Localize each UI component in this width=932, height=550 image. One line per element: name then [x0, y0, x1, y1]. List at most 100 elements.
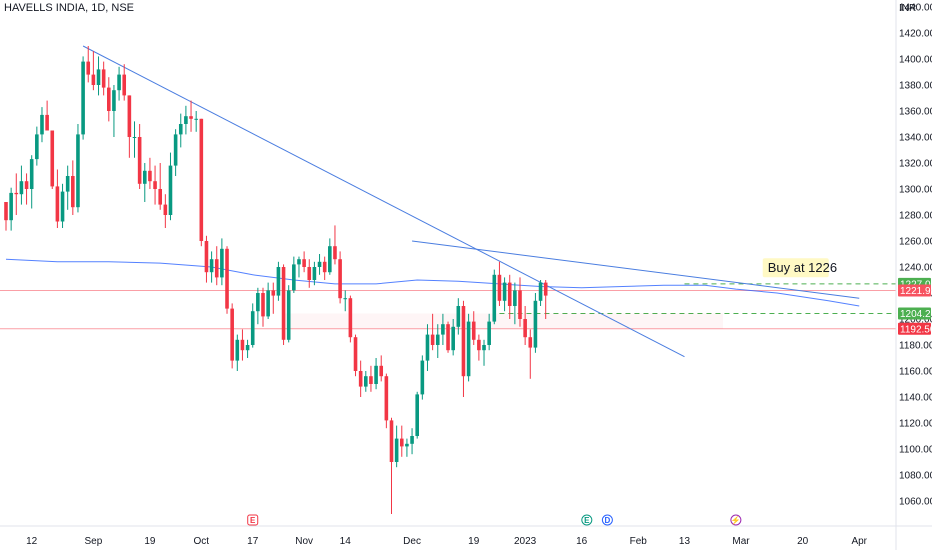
moving-average-line [5, 258, 860, 307]
y-tick-label: 1400.00 [899, 55, 932, 66]
candle-body [250, 311, 255, 345]
candle-body [29, 159, 34, 189]
candle-body [338, 259, 342, 299]
y-tick-label: 1420.00 [899, 29, 932, 40]
price-tag [898, 307, 931, 320]
candle-body [389, 420, 394, 462]
candle-body [446, 324, 450, 351]
candle-body [204, 241, 209, 273]
candle-body [173, 134, 178, 166]
candle-body [14, 192, 19, 195]
y-tick-label: 1180.00 [899, 341, 932, 352]
candle-body [153, 181, 157, 189]
price-tag [898, 284, 931, 297]
trendline [411, 240, 860, 299]
event-marker-label: E [584, 516, 590, 525]
candle-body [40, 114, 44, 135]
candle-body [122, 74, 127, 96]
x-tick-label: 14 [340, 536, 352, 547]
event-marker-label: D [604, 516, 610, 525]
candle-body [137, 137, 142, 184]
candle-body [168, 165, 173, 215]
candle-body [374, 365, 378, 384]
candle-body [60, 191, 65, 222]
x-tick-label: 20 [797, 536, 809, 547]
candle-body [256, 293, 260, 312]
candle-body [497, 274, 502, 301]
candle-body [158, 189, 162, 205]
y-tick-label: 1380.00 [899, 81, 932, 92]
candle-body [410, 436, 414, 444]
candle-body [328, 246, 332, 273]
x-axis: 12 Sep 19 Oct 17 Nov 14 Dec 19 2023 16 Feb 13 Mar 20 Ap… [26, 536, 868, 547]
candle-body [466, 321, 471, 377]
y-tick-label: 1320.00 [899, 159, 932, 170]
candle-body [353, 337, 358, 371]
candle-body [297, 259, 301, 265]
candle-body [127, 95, 132, 137]
candle-body [533, 300, 538, 348]
x-tick-label: 2023 [514, 536, 537, 547]
y-tick-label: 1300.00 [899, 185, 932, 196]
candles [4, 46, 548, 514]
candle-body [101, 69, 106, 88]
y-tick-label: 1260.00 [899, 237, 932, 248]
x-tick-label: Oct [194, 536, 210, 547]
earnings-marker [247, 514, 259, 526]
chart-title: HAVELLS INDIA, 1D, NSE [4, 2, 134, 14]
candle-body [276, 267, 281, 296]
candle-body [492, 274, 497, 322]
candle-body [107, 87, 111, 111]
y-tick-label: 1360.00 [899, 107, 932, 118]
candle-body [281, 267, 286, 340]
candle-body [477, 339, 481, 351]
candle-body [430, 334, 435, 345]
y-tick-label: 1080.00 [899, 471, 932, 482]
candle-body [117, 74, 121, 91]
y-tick-label: 1440.00 [899, 3, 932, 14]
candle-body [214, 259, 219, 278]
candle-body [518, 290, 522, 319]
y-axis: 1060.00 1080.00 1100.00 1120.00 1140.00 1160.… [899, 3, 932, 508]
currency-label: INR [899, 3, 916, 14]
candle-body [343, 298, 348, 300]
x-tick-label: Sep [84, 536, 102, 547]
candle-body [364, 376, 368, 387]
candle-body [189, 116, 193, 119]
candle-body [302, 259, 306, 267]
candle-body [235, 339, 240, 361]
candle-body [35, 134, 39, 160]
candle-body [379, 365, 384, 377]
candle-body [415, 394, 419, 436]
price-tag [898, 322, 931, 335]
candle-body [384, 376, 389, 421]
candle-body [322, 261, 327, 273]
y-tick-label: 1240.00 [899, 263, 932, 274]
candle-body [538, 282, 543, 301]
candle-body [394, 438, 399, 462]
candle-body [266, 290, 270, 317]
candle-body [425, 334, 430, 361]
candle-body [502, 282, 507, 301]
y-tick-label: 1100.00 [899, 445, 932, 456]
y-tick-label: 1160.00 [899, 367, 932, 378]
moving-average [5, 258, 860, 307]
candle-body [209, 259, 214, 273]
price-tag-label: 1221.90 [900, 286, 932, 297]
y-tick-label: 1340.00 [899, 133, 932, 144]
candle-body [55, 186, 60, 222]
y-tick-label: 1140.00 [899, 393, 932, 404]
x-tick-label: 13 [679, 536, 691, 547]
x-tick-label: Mar [732, 536, 750, 547]
candle-body [240, 339, 245, 351]
event-markers: E E D ⚡ [247, 514, 742, 526]
annotation-layer: Buy at 1226 [762, 258, 837, 278]
trendline [82, 45, 685, 358]
candle-body [543, 282, 548, 296]
candle-body [245, 345, 250, 351]
candle-body [148, 170, 152, 182]
candle-body [65, 176, 70, 192]
x-tick-label: Dec [403, 536, 421, 547]
candle-body [86, 61, 91, 75]
